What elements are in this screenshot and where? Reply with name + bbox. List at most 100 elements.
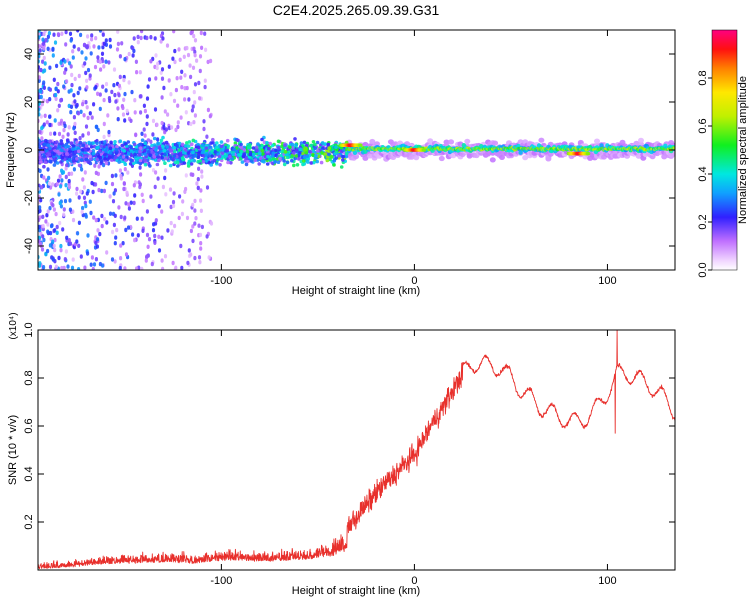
noise-cell — [102, 162, 106, 168]
band-cell — [132, 142, 137, 147]
band-cell — [186, 151, 191, 155]
band-cell — [326, 142, 331, 147]
noise-cell — [71, 55, 75, 60]
band-cell — [48, 159, 52, 164]
noise-cell — [66, 132, 70, 137]
noise-cell — [48, 87, 53, 92]
band-cell — [182, 150, 186, 155]
band-cell — [273, 160, 277, 164]
noise-cell — [91, 266, 95, 270]
band-cell — [148, 164, 152, 168]
snr-y-tick-label: 0.2 — [23, 514, 35, 529]
noise-cell — [105, 250, 109, 255]
spectrogram-y-label: Frequency (Hz) — [5, 112, 17, 188]
noise-cell — [203, 31, 207, 36]
band-cell — [125, 147, 130, 152]
noise-cell — [77, 220, 81, 225]
band-cell — [312, 160, 316, 165]
noise-cell — [90, 33, 94, 38]
band-cell — [215, 145, 219, 149]
noise-cell — [70, 265, 75, 270]
band-cell — [77, 163, 82, 168]
noise-cell — [145, 254, 149, 259]
signal-halo-cell — [362, 155, 369, 161]
noise-cell — [41, 41, 46, 46]
band-cell — [260, 159, 265, 163]
noise-cell — [73, 121, 77, 127]
noise-cell — [96, 91, 100, 97]
noise-cell — [196, 177, 200, 182]
noise-cell — [82, 195, 87, 200]
noise-cell — [84, 100, 88, 105]
noise-cell — [53, 228, 57, 233]
band-cell — [211, 140, 215, 145]
noise-cell — [42, 55, 46, 61]
noise-cell — [84, 44, 88, 49]
noise-cell — [168, 187, 173, 192]
band-cell — [65, 152, 69, 156]
band-cell — [212, 158, 217, 163]
band-cell — [147, 150, 151, 154]
noise-cell — [199, 208, 203, 213]
band-cell — [242, 153, 247, 157]
band-cell — [79, 158, 84, 162]
noise-cell — [179, 75, 183, 80]
noise-cell — [152, 222, 156, 227]
band-cell — [84, 157, 89, 162]
noise-cell — [38, 139, 42, 144]
band-cell — [158, 146, 162, 151]
noise-cell — [59, 184, 63, 189]
noise-cell — [142, 127, 146, 132]
noise-cell — [90, 37, 94, 42]
noise-cell — [38, 168, 42, 174]
noise-cell — [187, 248, 191, 253]
noise-cell — [130, 89, 134, 95]
noise-cell — [157, 234, 161, 239]
noise-cell — [161, 266, 165, 270]
noise-cell — [149, 139, 153, 144]
noise-cell — [151, 132, 155, 137]
noise-cell — [77, 267, 81, 270]
band-cell — [156, 158, 161, 163]
noise-cell — [150, 261, 154, 267]
band-cell — [240, 160, 245, 164]
noise-cell — [89, 210, 93, 216]
band-cell — [285, 160, 290, 165]
band-cell — [161, 145, 165, 150]
noise-cell — [46, 222, 50, 227]
noise-cell — [41, 37, 45, 42]
band-cell — [173, 160, 178, 165]
noise-cell — [139, 172, 143, 177]
noise-cell — [117, 205, 121, 210]
noise-cell — [41, 214, 45, 219]
band-cell — [143, 162, 148, 167]
noise-cell — [48, 243, 53, 248]
band-cell — [47, 152, 52, 157]
spectrogram-x-tick-label: -100 — [210, 275, 232, 287]
noise-cell — [63, 123, 67, 129]
noise-cell — [68, 31, 73, 36]
band-cell — [114, 147, 119, 152]
band-cell — [121, 155, 126, 159]
noise-cell — [127, 51, 131, 57]
band-cell — [138, 149, 142, 154]
noise-cell — [170, 229, 174, 234]
band-cell — [268, 141, 273, 146]
noise-cell — [46, 34, 51, 39]
band-cell — [78, 152, 83, 157]
band-cell — [305, 154, 310, 159]
noise-cell — [172, 191, 176, 196]
band-cell — [48, 146, 52, 150]
noise-cell — [38, 43, 41, 49]
band-cell — [332, 163, 336, 167]
noise-cell — [85, 78, 89, 84]
noise-cell — [104, 180, 108, 186]
noise-cell — [38, 101, 41, 107]
noise-cell — [52, 77, 56, 83]
noise-cell — [160, 120, 164, 126]
noise-cell — [192, 33, 196, 39]
noise-cell — [160, 67, 165, 72]
noise-cell — [138, 182, 142, 187]
noise-cell — [75, 102, 79, 108]
band-cell — [311, 149, 316, 154]
